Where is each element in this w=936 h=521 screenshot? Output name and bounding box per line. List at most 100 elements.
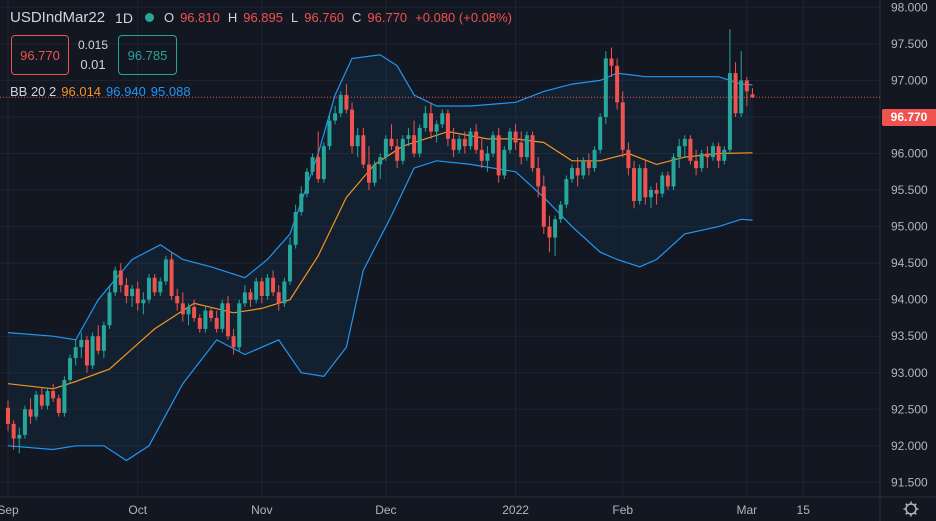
candle-body [502, 149, 507, 176]
candle-body [682, 138, 687, 147]
candle-body [412, 135, 417, 154]
candle-body [468, 131, 473, 147]
y-tick-label: 93.500 [891, 329, 928, 343]
interval-label[interactable]: 1D [115, 9, 133, 26]
candle-body [536, 168, 541, 187]
candle-body [615, 65, 620, 103]
y-tick-label: 95.000 [891, 220, 928, 234]
symbol-title[interactable]: USDIndMar22 [10, 9, 106, 26]
candle-body [355, 135, 360, 147]
candle-body [395, 146, 400, 161]
candle-body [220, 303, 225, 329]
candle-body [451, 138, 456, 150]
candle-body [84, 339, 89, 366]
candle-body [169, 259, 174, 297]
candle-body [496, 135, 501, 176]
candle-body [733, 73, 738, 114]
close-value: 96.770 [367, 10, 408, 25]
candle-body [327, 120, 332, 147]
candle-body [665, 175, 670, 187]
candle-body [400, 138, 405, 161]
y-tick-label: 95.500 [891, 183, 928, 197]
bollinger-basis-line [7, 130, 753, 390]
candle-body [45, 391, 50, 406]
candle-body [350, 109, 355, 147]
candle-body [118, 270, 123, 286]
candle-body [288, 244, 292, 282]
candle-body [440, 113, 445, 125]
x-tick-label: Dec [375, 503, 396, 517]
candle-body [203, 310, 208, 329]
candle-body [457, 138, 462, 150]
candle-body [423, 113, 428, 128]
lot-size-input[interactable]: 0.01 [80, 57, 106, 72]
sell-button[interactable]: 96.770 [11, 35, 69, 75]
candle-body [130, 288, 135, 297]
candle-body [39, 394, 44, 406]
candle-body [214, 317, 219, 329]
spread-lot-widget: 0.015 0.01 [70, 35, 116, 75]
candle-body [321, 146, 326, 180]
candle-body [507, 131, 512, 150]
candle-body [6, 407, 10, 424]
open-label: O [163, 10, 175, 25]
candle-body [361, 135, 366, 165]
candle-body [564, 179, 569, 205]
x-tick-label: Mar [737, 503, 758, 517]
candle-body [491, 135, 496, 154]
candle-body [716, 146, 721, 161]
indicator-basis-value: 96.014 [61, 84, 102, 99]
market-status-icon [144, 13, 154, 22]
candle-body [147, 277, 151, 300]
open-value: 96.810 [180, 10, 220, 25]
y-tick-label: 92.000 [891, 439, 928, 453]
low-value: 96.760 [304, 10, 344, 25]
candle-body [620, 102, 625, 150]
y-tick-label: 97.000 [891, 73, 928, 87]
candle-body [513, 131, 518, 143]
candle-body [11, 423, 16, 439]
bollinger-band-fill [8, 54, 753, 461]
candle-body [372, 164, 377, 183]
y-tick-label: 93.000 [891, 366, 928, 380]
bollinger-lower-line [7, 160, 753, 462]
candle-body [575, 168, 580, 176]
candle-body [643, 168, 648, 198]
candle-body [677, 146, 682, 158]
low-label: L [291, 10, 299, 25]
last-price-tag: 96.770 [882, 109, 936, 126]
candle-body [28, 409, 33, 417]
candle-body [558, 204, 563, 220]
candle-body [429, 113, 433, 132]
x-tick-label: 2022 [502, 503, 529, 517]
buy-button[interactable]: 96.785 [118, 35, 177, 75]
candle-body [163, 259, 168, 282]
indicator-legend[interactable]: BB 20 2 96.014 96.940 95.088 [10, 84, 191, 99]
candle-body [271, 277, 276, 293]
candle-body [68, 358, 73, 381]
candle-body [124, 285, 129, 297]
candle-body [90, 336, 95, 366]
candle-body [282, 281, 287, 304]
candle-body [242, 292, 247, 304]
candle-body [699, 153, 704, 169]
candle-body [519, 142, 524, 158]
candle-body [107, 292, 112, 326]
candle-body [417, 127, 422, 154]
candle-body [225, 303, 230, 337]
indicator-lower-value: 95.088 [150, 84, 191, 99]
candle-body [22, 409, 27, 435]
high-value: 96.895 [243, 10, 283, 25]
candle-body [524, 135, 529, 158]
y-tick-label: 98.000 [891, 0, 928, 14]
x-tick-label: Nov [251, 503, 272, 517]
candle-body [248, 292, 253, 300]
candle-body [338, 95, 343, 114]
legend-header: USDIndMar22 1D O 96.810 H 96.895 L 96.760 C… [10, 9, 514, 26]
candle-body [293, 211, 298, 245]
candle-body [485, 153, 490, 161]
candle-body [197, 317, 202, 329]
gear-icon[interactable] [903, 501, 919, 517]
candle-body [598, 116, 603, 150]
